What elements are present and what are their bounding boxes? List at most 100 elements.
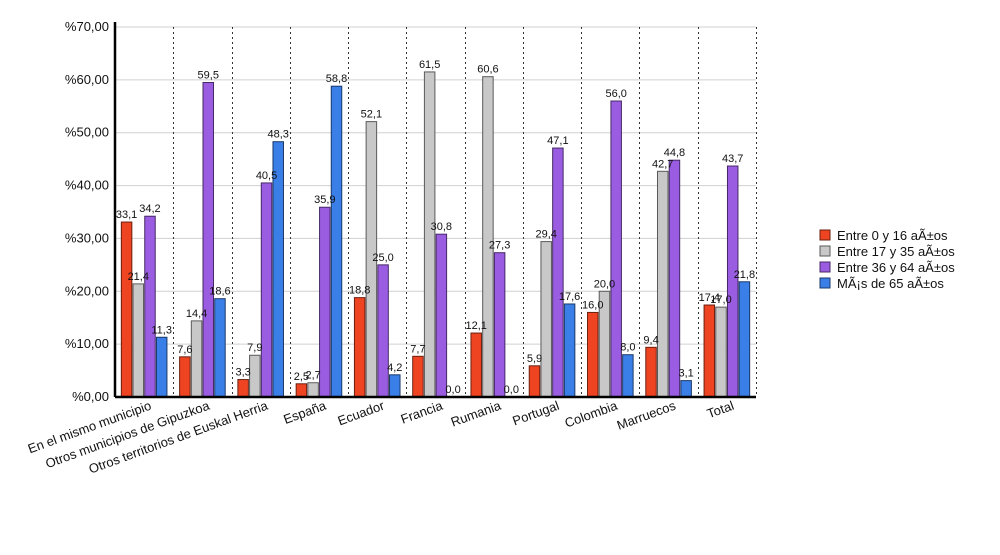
bar [295,383,308,398]
legend-swatch [819,261,831,273]
bar [668,159,681,398]
data-label: 21,8 [734,269,755,281]
data-label: 11,3 [151,324,172,336]
data-label: 58,8 [326,73,347,85]
bar [214,298,226,398]
bar [377,264,389,398]
x-tick-label: Rumania [449,397,504,429]
grid-lines [115,26,757,397]
bar [202,82,215,398]
y-tick-label: %20,00 [65,283,109,298]
data-label: 18,6 [209,286,230,298]
data-label: 3,1 [678,368,693,380]
bar [260,182,273,398]
bar [622,354,634,398]
data-label: 8,0 [620,342,635,354]
data-label: 33,1 [116,209,137,221]
bar [715,306,727,398]
bar [680,380,692,398]
data-label: 21,4 [128,271,149,283]
data-label: 17,6 [559,291,580,303]
data-label: 20,0 [594,278,615,290]
x-tick-label: Marruecos [615,398,678,433]
legend-swatch [819,245,831,257]
data-label: 30,8 [431,221,452,233]
data-label: 4,2 [387,362,402,374]
data-label: 52,1 [361,109,382,121]
data-label: 27,3 [489,240,510,252]
bar [412,355,424,398]
x-tick-label: Portugal [510,398,561,429]
bar [319,206,331,398]
bar [389,374,401,398]
x-tick-label: Colombia [563,397,620,430]
data-label: 0,0 [504,384,519,396]
bar [423,71,436,398]
bar [190,320,203,398]
bars [120,71,751,398]
data-label: 2,7 [305,370,320,382]
y-tick-label: %30,00 [65,230,109,245]
data-label: 25,0 [372,252,393,264]
x-tick-label: Total [705,398,736,422]
data-label: 61,5 [419,59,440,71]
bar [738,281,751,398]
bar [237,379,249,398]
bar [155,336,168,398]
legend-label: Entre 0 y 16 aÃ±os [837,228,948,243]
data-label: 59,5 [198,70,219,82]
legend-label: MÃ¡s de 65 aÃ±os [837,276,944,291]
y-tick-label: %0,00 [72,389,109,404]
bar [144,215,156,398]
legend-label: Entre 17 y 35 aÃ±os [837,244,955,259]
bar [307,382,319,398]
data-label: 18,8 [349,285,370,297]
bar [645,346,657,398]
data-label: 16,0 [582,299,603,311]
bar [249,354,261,398]
y-tick-label: %70,00 [65,19,109,34]
bar [493,252,506,398]
data-label: 7,9 [247,342,262,354]
data-label: 0,0 [445,384,460,396]
bar [563,303,576,398]
bar [353,297,366,398]
y-tick-label: %50,00 [65,125,109,140]
bar [470,332,482,398]
data-label: 7,7 [410,343,425,355]
bar [132,283,145,398]
y-tick-label: %60,00 [65,72,109,87]
legend-swatch [819,229,831,241]
data-label: 3,3 [235,367,250,379]
data-label: 60,6 [477,64,498,76]
bar [587,311,599,398]
data-label: 43,7 [722,153,743,165]
data-label: 14,4 [186,308,207,320]
data-label: 5,9 [527,353,542,365]
data-label: 17,4 [699,292,720,304]
bar [330,85,343,398]
data-label: 12,1 [466,320,487,332]
bar [656,170,669,398]
bar [120,221,133,398]
bar [435,233,448,398]
x-tick-label: Ecuador [336,397,387,428]
data-label: 56,0 [605,88,626,100]
data-label: 2,5 [294,371,309,383]
y-tick-label: %10,00 [65,336,109,351]
data-label: 44,8 [664,147,685,159]
data-label: 29,4 [535,229,556,241]
legend-label: Entre 36 y 64 aÃ±os [837,260,955,275]
data-label: 40,5 [256,170,277,182]
data-label: 35,9 [314,194,335,206]
data-labels: 33,1 21,4 34,2 11,3 7,6 14,4 59,5 18,6 3,3 7,9 40,… [116,59,755,396]
data-label: 9,4 [643,334,658,346]
bar [528,365,541,398]
x-tick-label: Francia [399,397,446,426]
data-label: 42,7 [652,158,673,170]
data-label: 7,6 [177,344,192,356]
data-label: 47,1 [547,135,568,147]
